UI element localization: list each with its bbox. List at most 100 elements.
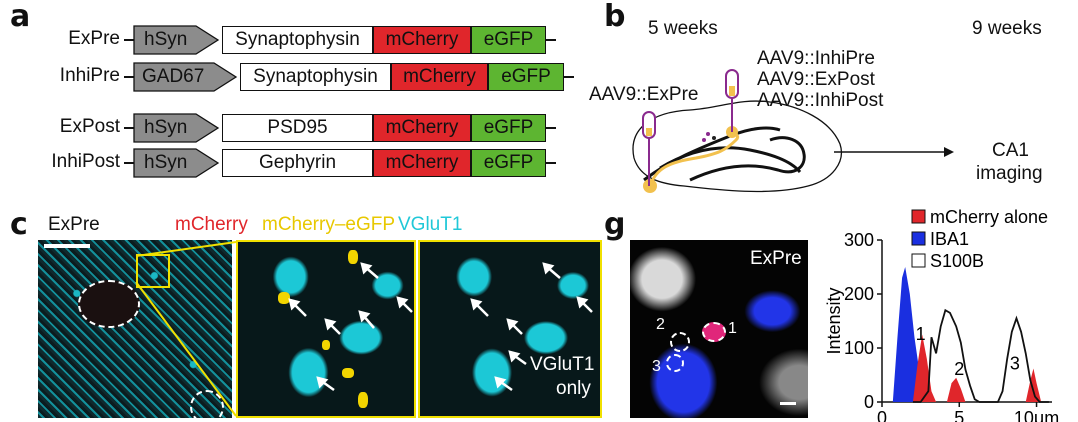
x-tick-label: 0 xyxy=(877,408,887,422)
panel-g-title: ExPre xyxy=(750,248,802,269)
virus-left-label: AAV9::ExPre xyxy=(589,84,699,105)
synapse-puncta-2 xyxy=(278,292,290,304)
y-tick-label: 300 xyxy=(844,230,874,250)
series-mcherry-peak xyxy=(1025,368,1042,402)
vglut1-only-label-2: only xyxy=(556,378,591,399)
series-s100b xyxy=(912,308,1049,403)
backbone-right xyxy=(564,76,574,78)
backbone-right xyxy=(546,162,556,164)
backbone-left xyxy=(124,127,134,129)
roi-1 xyxy=(702,322,726,342)
egfp-box: eGFP xyxy=(471,114,546,142)
legend-label: mCherry alone xyxy=(930,207,1048,227)
promoter-label: GAD67 xyxy=(142,66,205,87)
peak-label: 1 xyxy=(916,324,926,344)
protein-box: PSD95 xyxy=(222,114,373,142)
roi-circle-lower xyxy=(190,390,224,418)
legend-swatch xyxy=(911,253,926,268)
promoter-arrow xyxy=(133,113,220,143)
legend-mcherry: mCherry xyxy=(175,214,248,235)
target-dot-3 xyxy=(702,138,706,142)
promoter-arrow xyxy=(133,25,220,55)
egfp-box: eGFP xyxy=(471,26,546,54)
roi-circle-upper xyxy=(78,280,140,328)
egfp-box: eGFP xyxy=(488,63,564,91)
virus-right-label-1: AAV9::InhiPre xyxy=(757,48,875,69)
roi-label-1: 1 xyxy=(728,320,737,337)
scale-bar xyxy=(44,244,90,248)
construct-name: ExPre xyxy=(68,28,120,49)
mcherry-box: mCherry xyxy=(373,26,471,54)
backbone-left xyxy=(124,162,134,164)
peak-label: 3 xyxy=(1010,354,1020,374)
y-tick-label: 100 xyxy=(844,338,874,358)
y-tick-label: 200 xyxy=(844,284,874,304)
target-dot-1 xyxy=(706,132,710,136)
synapse-puncta-1 xyxy=(348,250,358,264)
overview-micrograph xyxy=(38,240,232,418)
dentate-gyrus xyxy=(689,136,806,182)
legend-vglut1: VGluT1 xyxy=(398,214,463,235)
promoter-label: hSyn xyxy=(144,117,188,138)
series-mcherry-peak xyxy=(946,377,966,402)
roi-label-2: 2 xyxy=(656,316,665,333)
scale-bar-g xyxy=(780,402,796,405)
construct-name: InhiPost xyxy=(51,151,120,172)
panel-b-label: b xyxy=(604,0,626,34)
y-axis-label: Intensity xyxy=(824,287,844,354)
panel-c-label: c xyxy=(10,207,28,242)
mcherry-box: mCherry xyxy=(391,63,488,91)
backbone-left xyxy=(124,39,134,41)
construct-name: InhiPre xyxy=(59,65,120,86)
synapse-puncta-4 xyxy=(342,368,354,378)
legend-label: S100B xyxy=(930,251,984,271)
promoter-label: hSyn xyxy=(144,29,188,50)
panel-g-micrograph: ExPre 1 2 3 xyxy=(630,240,808,418)
protein-box: Gephyrin xyxy=(222,149,373,177)
timeline-arrow-head xyxy=(944,147,954,157)
intensity-profile-chart: 0 100 200 300 0 5 10μm Intensity 1 2 3 mCherry alon… xyxy=(824,207,1059,422)
outcome-label-1: CA1 xyxy=(992,140,1029,161)
legend-swatch xyxy=(911,209,926,224)
construct-name: ExPost xyxy=(59,116,120,137)
backbone-left xyxy=(124,76,134,78)
promoter-arrow xyxy=(133,62,238,92)
hippocampus-outline xyxy=(632,100,842,193)
backbone-right xyxy=(546,39,556,41)
zoom-micrograph-merge xyxy=(236,240,416,418)
vglut1-only-label-1: VGluT1 xyxy=(530,354,595,375)
synapse-puncta-5 xyxy=(358,392,368,408)
backbone-right xyxy=(546,127,556,129)
panel-c-title: ExPre xyxy=(48,214,100,235)
outcome-label-2: imaging xyxy=(976,163,1043,184)
time-label-9-weeks: 9 weeks xyxy=(972,18,1042,39)
x-tick-label: 10μm xyxy=(1014,408,1059,422)
roi-3 xyxy=(666,354,684,372)
legend-swatch xyxy=(911,231,926,246)
target-dot-2 xyxy=(712,136,716,140)
pipette-right-fill xyxy=(729,86,735,96)
hippocampus-diagram xyxy=(632,69,954,193)
roi-2 xyxy=(670,332,690,352)
arrow-annotations xyxy=(288,262,593,392)
peak-label: 2 xyxy=(954,359,964,379)
x-tick-label: 5 xyxy=(954,408,964,422)
virus-right-label-2: AAV9::ExPost xyxy=(757,69,875,90)
protein-box: Synaptophysin xyxy=(240,63,391,91)
protein-box: Synaptophysin xyxy=(222,26,373,54)
series-mcherry-peak xyxy=(912,334,937,402)
zoom-lines xyxy=(135,241,237,417)
panel-a-label: a xyxy=(10,0,31,34)
promoter-label: hSyn xyxy=(144,152,188,173)
egfp-box: eGFP xyxy=(471,149,546,177)
pipette-left-fill xyxy=(646,128,652,136)
mcherry-box: mCherry xyxy=(373,114,471,142)
time-label-5-weeks: 5 weeks xyxy=(648,18,718,39)
legend-label: IBA1 xyxy=(930,229,969,249)
panel-g-label: g xyxy=(604,207,626,242)
mcherry-box: mCherry xyxy=(373,149,471,177)
zoom-region-box xyxy=(136,254,170,288)
roi-label-3: 3 xyxy=(652,358,661,375)
y-tick-label: 0 xyxy=(864,392,874,412)
promoter-arrow xyxy=(133,148,220,178)
